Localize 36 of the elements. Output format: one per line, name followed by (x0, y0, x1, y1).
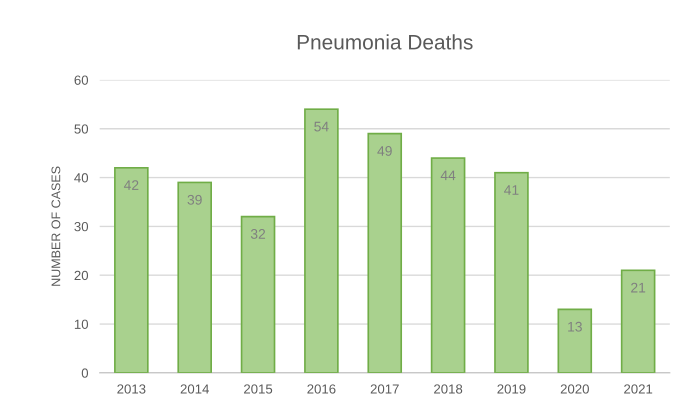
y-tick-label: 20 (74, 270, 88, 280)
bar (620, 270, 656, 373)
bar (430, 157, 466, 373)
data-label: 42 (124, 180, 138, 190)
data-label: 44 (440, 170, 456, 180)
x-tick-label: 2017 (370, 384, 399, 394)
data-label: 41 (504, 185, 518, 195)
x-tick-label: 2015 (244, 384, 272, 394)
x-tick-label: 2018 (434, 384, 462, 394)
data-label: 39 (188, 194, 202, 205)
data-label: 32 (250, 229, 266, 239)
chart-title: Pneumonia Deaths (298, 34, 473, 50)
y-axis-title: NUMBER OF CASES (51, 166, 60, 286)
data-label: 21 (631, 282, 646, 292)
x-tick-label: 2014 (180, 384, 209, 394)
bar (114, 166, 149, 373)
bar (557, 308, 592, 373)
y-tick-label: 30 (74, 222, 88, 232)
bar (177, 182, 212, 373)
x-tick-label: 2016 (307, 384, 336, 394)
bar (304, 108, 339, 373)
x-tick-label: 2013 (117, 384, 146, 394)
bar (240, 216, 276, 373)
y-tick-label: 40 (74, 173, 88, 182)
y-tick-label: 60 (74, 75, 88, 85)
y-tick-label: 0 (82, 368, 88, 378)
bar (494, 172, 529, 373)
data-label: 49 (377, 146, 392, 156)
data-label: 54 (314, 122, 329, 132)
x-tick-label: 2019 (497, 384, 526, 394)
y-tick-label: 10 (74, 320, 88, 329)
bar (367, 132, 402, 373)
x-tick-label: 2021 (624, 384, 652, 394)
y-tick-label: 50 (74, 124, 88, 134)
data-label: 13 (568, 322, 582, 332)
x-tick-label: 2020 (560, 384, 589, 394)
